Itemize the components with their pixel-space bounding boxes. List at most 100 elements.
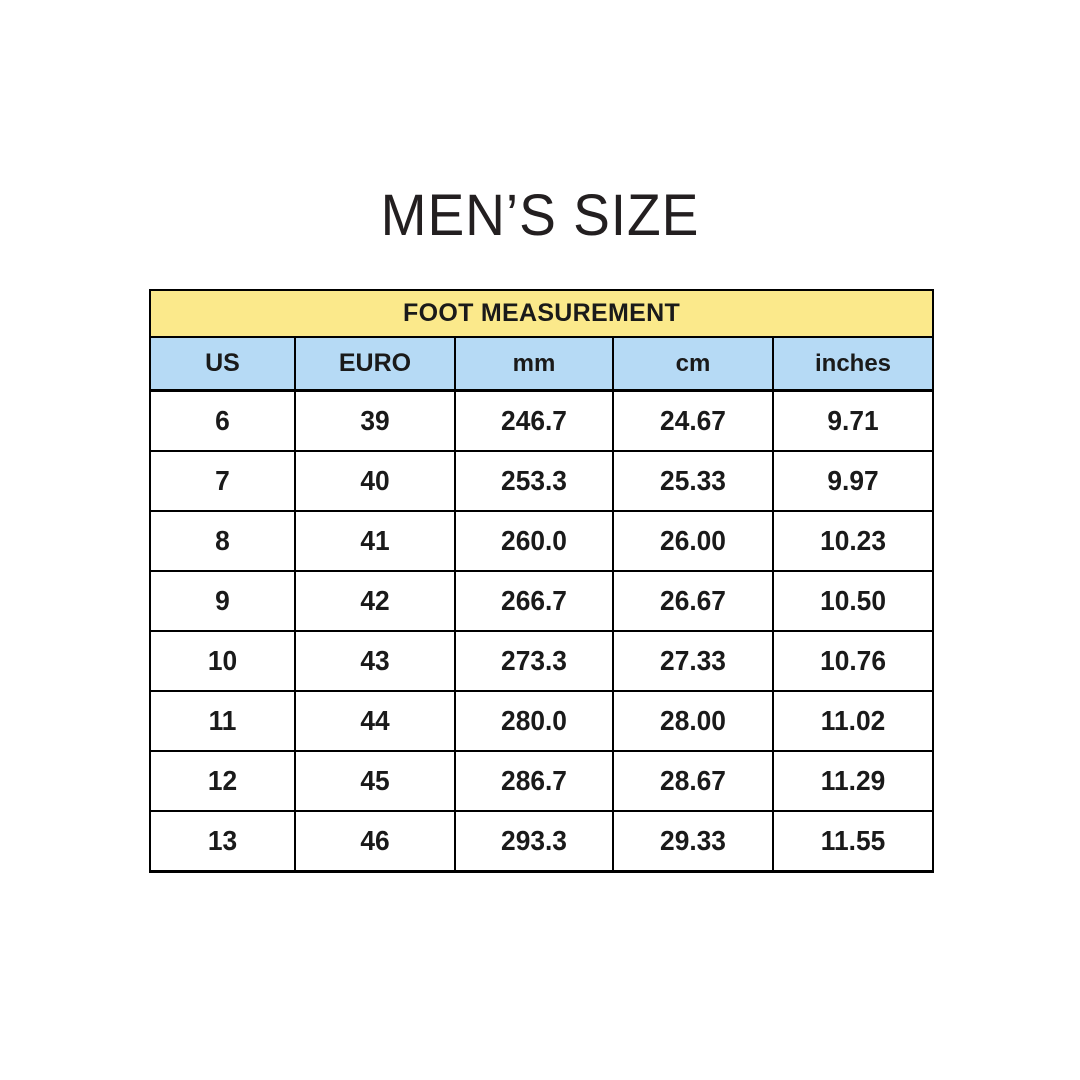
cell-cm: 28.67 xyxy=(612,750,774,812)
cell-value: 45 xyxy=(360,765,390,796)
cell-mm: 253.3 xyxy=(454,450,614,512)
cell-us: 12 xyxy=(149,750,296,812)
cell-value: 27.33 xyxy=(660,645,726,676)
cell-value: 11 xyxy=(208,705,237,736)
cell-value: 10.76 xyxy=(820,645,886,676)
table-row: 12 45 286.7 28.67 11.29 xyxy=(149,750,935,812)
cell-inches: 11.02 xyxy=(771,690,935,752)
cell-value: 44 xyxy=(360,705,390,736)
cell-us: 9 xyxy=(149,570,296,632)
cell-value: 7 xyxy=(215,465,230,496)
cell-value: 24.67 xyxy=(660,405,726,436)
table-row: 6 39 246.7 24.67 9.71 xyxy=(149,389,935,452)
cell-value: 9.97 xyxy=(827,465,879,496)
cell-euro: 41 xyxy=(294,510,456,572)
cell-value: 40 xyxy=(360,465,390,496)
table-header: FOOT MEASUREMENT US EURO mm cm inches xyxy=(148,289,935,392)
cell-inches: 10.50 xyxy=(771,570,935,632)
cell-value: 10.50 xyxy=(820,585,886,616)
cell-value: 293.3 xyxy=(501,825,567,856)
cell-inches: 10.23 xyxy=(771,510,935,572)
cell-value: 9.71 xyxy=(827,405,879,436)
cell-euro: 46 xyxy=(294,810,456,873)
cell-value: 46 xyxy=(360,825,390,856)
cell-value: 42 xyxy=(360,585,390,616)
cell-inches: 11.55 xyxy=(771,810,935,873)
cell-cm: 24.67 xyxy=(612,389,774,452)
table-row: 10 43 273.3 27.33 10.76 xyxy=(149,630,935,692)
cell-euro: 42 xyxy=(294,570,456,632)
cell-mm: 246.7 xyxy=(454,389,614,452)
cell-value: 28.00 xyxy=(660,705,726,736)
cell-cm: 27.33 xyxy=(612,630,774,692)
cell-euro: 44 xyxy=(294,690,456,752)
cell-inches: 9.97 xyxy=(771,450,935,512)
cell-value: 9 xyxy=(215,585,230,616)
table-column-header-row: US EURO mm cm inches xyxy=(149,336,935,392)
cell-value: 10.23 xyxy=(820,525,886,556)
cell-euro: 40 xyxy=(294,450,456,512)
table-row: 7 40 253.3 25.33 9.97 xyxy=(149,450,935,512)
cell-value: 8 xyxy=(215,525,230,556)
cell-us: 7 xyxy=(149,450,296,512)
column-header-us: US xyxy=(149,336,296,392)
cell-value: 12 xyxy=(207,765,238,796)
cell-value: 28.67 xyxy=(660,765,726,796)
cell-value: 25.33 xyxy=(660,465,726,496)
cell-cm: 28.00 xyxy=(612,690,774,752)
cell-mm: 286.7 xyxy=(454,750,614,812)
cell-mm: 273.3 xyxy=(454,630,614,692)
table-banner-row: FOOT MEASUREMENT xyxy=(148,289,935,338)
cell-us: 10 xyxy=(149,630,296,692)
cell-inches: 11.29 xyxy=(771,750,935,812)
table-row: 9 42 266.7 26.67 10.50 xyxy=(149,570,935,632)
table-banner-label: FOOT MEASUREMENT xyxy=(148,289,935,338)
cell-us: 6 xyxy=(149,389,296,452)
column-header-inches: inches xyxy=(771,336,935,392)
cell-cm: 26.00 xyxy=(612,510,774,572)
table-row: 8 41 260.0 26.00 10.23 xyxy=(149,510,935,572)
table-row: 11 44 280.0 28.00 11.02 xyxy=(149,690,935,752)
cell-mm: 280.0 xyxy=(454,690,614,752)
cell-euro: 39 xyxy=(294,389,456,452)
size-table-container: FOOT MEASUREMENT US EURO mm cm inches 6 … xyxy=(148,289,935,873)
cell-cm: 25.33 xyxy=(612,450,774,512)
cell-value: 11.55 xyxy=(820,825,886,856)
table-body: 6 39 246.7 24.67 9.71 7 40 253.3 25.33 9… xyxy=(149,389,935,873)
cell-inches: 9.71 xyxy=(771,389,935,452)
cell-value: 6 xyxy=(215,405,230,436)
cell-value: 266.7 xyxy=(501,585,567,616)
cell-value: 41 xyxy=(360,525,390,556)
cell-value: 273.3 xyxy=(501,645,567,676)
cell-value: 260.0 xyxy=(501,525,567,556)
cell-cm: 29.33 xyxy=(612,810,774,873)
cell-mm: 266.7 xyxy=(454,570,614,632)
page-title: MEN’S SIZE xyxy=(380,183,700,248)
cell-us: 11 xyxy=(149,690,296,752)
cell-us: 8 xyxy=(149,510,296,572)
cell-value: 246.7 xyxy=(501,405,567,436)
cell-mm: 293.3 xyxy=(454,810,614,873)
cell-inches: 10.76 xyxy=(771,630,935,692)
cell-euro: 45 xyxy=(294,750,456,812)
column-header-cm: cm xyxy=(612,336,774,392)
cell-value: 26.67 xyxy=(660,585,726,616)
cell-cm: 26.67 xyxy=(612,570,774,632)
column-header-euro: EURO xyxy=(294,336,456,392)
table-row: 13 46 293.3 29.33 11.55 xyxy=(149,810,935,873)
cell-value: 280.0 xyxy=(501,705,567,736)
cell-value: 11.02 xyxy=(820,705,886,736)
cell-euro: 43 xyxy=(294,630,456,692)
cell-value: 13 xyxy=(207,825,238,856)
cell-value: 26.00 xyxy=(660,525,726,556)
cell-value: 43 xyxy=(360,645,390,676)
cell-value: 286.7 xyxy=(501,765,567,796)
column-header-mm: mm xyxy=(454,336,614,392)
cell-mm: 260.0 xyxy=(454,510,614,572)
mens-size-table: FOOT MEASUREMENT US EURO mm cm inches 6 … xyxy=(148,289,935,873)
cell-value: 39 xyxy=(360,405,390,436)
cell-value: 11.29 xyxy=(820,765,886,796)
cell-value: 10 xyxy=(207,645,238,676)
cell-us: 13 xyxy=(149,810,296,873)
